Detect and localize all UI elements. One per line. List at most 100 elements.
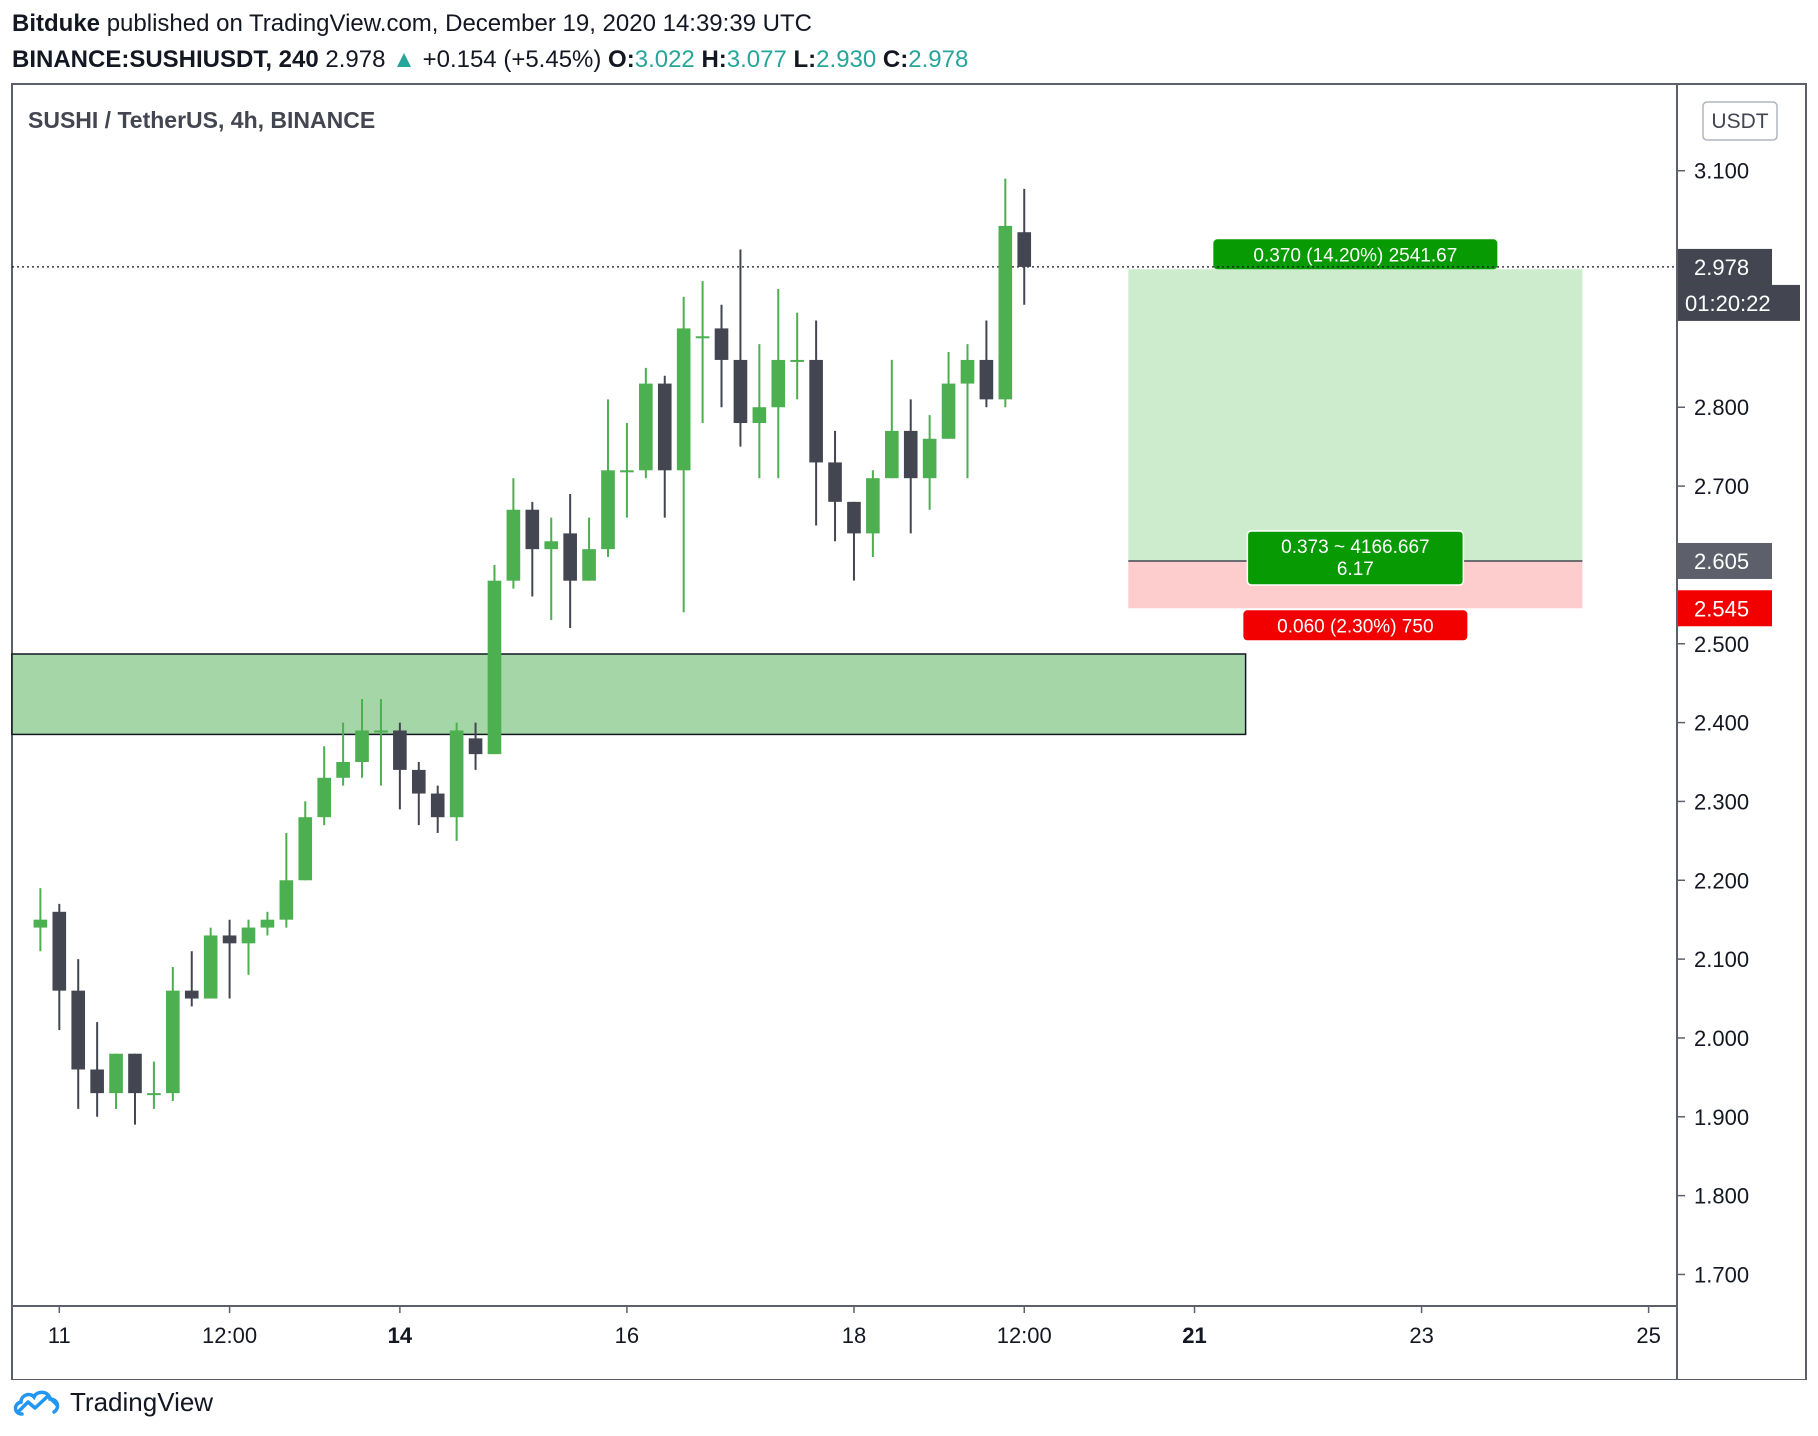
candle-body bbox=[884, 430, 899, 479]
y-tick-label: 2.700 bbox=[1694, 474, 1749, 499]
candle-body bbox=[52, 911, 67, 991]
candle-body bbox=[922, 438, 937, 479]
candle-body bbox=[979, 359, 994, 400]
y-tick-label: 2.100 bbox=[1694, 947, 1749, 972]
candle bbox=[411, 762, 426, 826]
candle-body bbox=[1017, 232, 1032, 267]
chart-title: SUSHI / TetherUS, 4h, BINANCE bbox=[28, 107, 375, 133]
y-tick-label: 2.300 bbox=[1694, 789, 1749, 814]
x-tick-label: 18 bbox=[842, 1323, 866, 1348]
candle bbox=[903, 399, 918, 534]
candle bbox=[657, 375, 672, 518]
x-tick-label: 11 bbox=[48, 1323, 71, 1348]
last-price-badge: 2.978 bbox=[1694, 255, 1749, 280]
tradingview-cloud-icon bbox=[13, 1390, 60, 1416]
candle-body bbox=[620, 470, 634, 473]
entry-label-line2: 6.17 bbox=[1337, 559, 1374, 580]
candle bbox=[449, 722, 464, 841]
candle bbox=[922, 415, 937, 510]
chart-header: Bitduke published on TradingView.com, De… bbox=[12, 8, 1802, 78]
countdown-badge: 01:20:22 bbox=[1685, 291, 1771, 316]
candle-body bbox=[128, 1053, 142, 1094]
currency-button[interactable]: USDT bbox=[1702, 101, 1778, 141]
candle bbox=[563, 493, 577, 628]
high-label: H: bbox=[701, 46, 727, 73]
candle-body bbox=[203, 935, 218, 999]
candle-body bbox=[809, 359, 823, 463]
price-chart[interactable]: 0.370 (14.20%) 2541.67 0.373 ~ 4166.6676.… bbox=[0, 0, 1818, 1380]
candle-body bbox=[298, 817, 313, 881]
candle-body bbox=[790, 359, 805, 362]
candle-body bbox=[960, 359, 975, 384]
x-tick-label: 14 bbox=[388, 1323, 413, 1348]
footer-brand[interactable]: TradingView bbox=[70, 1386, 214, 1417]
candle-body bbox=[733, 359, 748, 424]
candle-body bbox=[71, 990, 86, 1070]
footer: TradingView bbox=[12, 1384, 213, 1420]
candle bbox=[184, 951, 199, 1007]
candle-body bbox=[222, 935, 237, 944]
stop-price-badge: 2.545 bbox=[1694, 596, 1749, 621]
candle-body bbox=[355, 730, 369, 763]
y-tick-label: 2.500 bbox=[1694, 632, 1749, 657]
y-tick-label: 1.700 bbox=[1694, 1262, 1749, 1287]
y-tick-label: 1.900 bbox=[1694, 1105, 1749, 1130]
symbol-interval: BINANCE:SUSHIUSDT, 240 bbox=[12, 46, 319, 73]
close-label: C: bbox=[882, 46, 909, 73]
candle-body bbox=[676, 328, 691, 471]
ohlc-line: BINANCE:SUSHIUSDT, 240 2.978 ▲ +0.154 (+… bbox=[12, 44, 1802, 76]
candle-body bbox=[695, 336, 710, 339]
x-tick-label: 25 bbox=[1636, 1323, 1660, 1348]
high-value: 3.077 bbox=[726, 46, 787, 73]
candle-body bbox=[714, 328, 729, 360]
candle-body bbox=[828, 462, 842, 502]
candle-body bbox=[771, 359, 786, 408]
candle-body bbox=[752, 407, 767, 424]
open-label: O: bbox=[608, 46, 635, 73]
close-value: 2.978 bbox=[908, 46, 969, 73]
publish-line: Bitduke published on TradingView.com, De… bbox=[12, 8, 1802, 40]
candle bbox=[203, 927, 218, 999]
candle-body bbox=[544, 541, 559, 550]
stop-price-badge-box bbox=[1678, 590, 1772, 627]
candle bbox=[998, 178, 1013, 408]
x-tick-label: 16 bbox=[615, 1323, 639, 1348]
candle-body bbox=[147, 1093, 161, 1096]
candle bbox=[601, 399, 615, 558]
candle bbox=[147, 1061, 161, 1109]
author-name[interactable]: Bitduke bbox=[12, 10, 101, 37]
candle bbox=[884, 359, 899, 479]
candle-body bbox=[109, 1053, 123, 1094]
candle bbox=[695, 281, 710, 424]
y-tick-label: 1.800 bbox=[1694, 1184, 1749, 1209]
low-value: 2.930 bbox=[816, 46, 877, 73]
candle-body bbox=[582, 549, 596, 581]
demand-zone-rect bbox=[11, 653, 1247, 736]
candle bbox=[298, 801, 313, 881]
candle bbox=[279, 832, 294, 928]
candle-body bbox=[317, 777, 331, 818]
countdown-badge-box bbox=[1678, 284, 1800, 321]
last-price-badge-box bbox=[1678, 248, 1772, 285]
x-tick-label: 23 bbox=[1409, 1323, 1433, 1348]
candle-body bbox=[903, 430, 918, 479]
candle-body bbox=[847, 501, 861, 534]
candle bbox=[355, 698, 369, 778]
candle bbox=[866, 470, 880, 558]
x-tick-label: 21 bbox=[1182, 1323, 1206, 1348]
candle-body bbox=[374, 730, 388, 733]
profit-zone bbox=[1128, 269, 1583, 561]
candle-body bbox=[411, 769, 426, 794]
candle-body bbox=[525, 509, 540, 550]
y-tick-label: 2.200 bbox=[1694, 868, 1749, 893]
candle bbox=[676, 296, 691, 613]
y-tick-label: 2.800 bbox=[1694, 395, 1749, 420]
candle-body bbox=[998, 225, 1013, 400]
candle-body bbox=[468, 738, 483, 755]
candle-body bbox=[260, 919, 275, 928]
candle-body bbox=[279, 880, 294, 920]
candle bbox=[620, 423, 634, 518]
candle bbox=[828, 430, 842, 542]
candle bbox=[506, 478, 521, 589]
candle bbox=[33, 888, 48, 952]
